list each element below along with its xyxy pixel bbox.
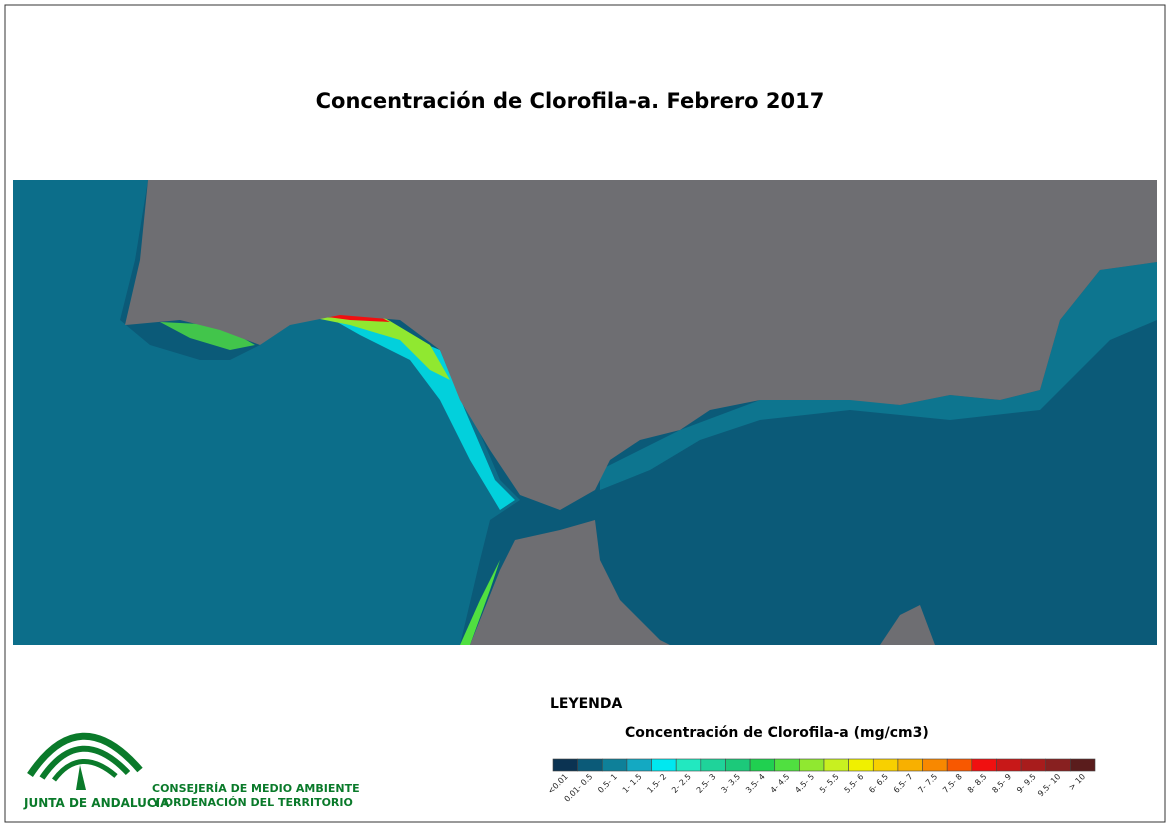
coastal-high — [460, 560, 500, 645]
coastal-high — [160, 322, 255, 350]
legend-swatch — [1020, 758, 1047, 772]
legend-swatch — [823, 758, 849, 772]
logo-arc — [51, 759, 118, 782]
legend-swatch — [1070, 758, 1096, 772]
legend-swatch — [749, 758, 776, 772]
land-africa — [470, 520, 670, 645]
legend-swatch — [971, 758, 997, 772]
logo-figure — [76, 765, 86, 790]
legend-swatch — [626, 758, 652, 772]
legend-swatch — [552, 758, 578, 772]
logo-line: CONSEJERÍA DE MEDIO AMBIENTE — [152, 782, 360, 795]
legend-swatch — [774, 758, 800, 772]
legend-heading: LEYENDA — [550, 696, 623, 712]
legend-swatch — [725, 758, 751, 772]
coastal-high — [315, 315, 450, 380]
med-shelf — [600, 262, 1157, 490]
legend-swatch — [577, 758, 603, 772]
legend-swatch — [848, 758, 874, 772]
legend-title: Concentración de Clorofila-a (mg/cm3) — [625, 725, 929, 741]
logo-arc — [27, 732, 143, 777]
logo-line: Y ORDENACIÓN DEL TERRITORIO — [151, 796, 353, 809]
logo: JUNTA DE ANDALUCIA CONSEJERÍA DE MEDIO A… — [23, 732, 360, 810]
legend-swatch — [1045, 758, 1071, 772]
legend-swatch — [799, 758, 825, 772]
logo-arc — [39, 745, 131, 780]
legend-swatch — [996, 758, 1022, 772]
map — [13, 180, 1157, 645]
legend-swatch — [946, 758, 973, 772]
legend-swatch — [601, 758, 628, 772]
logo-name: JUNTA DE ANDALUCIA — [23, 796, 170, 810]
atlantic-shelf — [13, 180, 520, 645]
legend-swatch — [675, 758, 702, 772]
legend-swatch — [897, 758, 923, 772]
map-title: Concentración de Clorofila-a. Febrero 20… — [316, 89, 825, 113]
land-iberia — [125, 180, 1157, 510]
land-africa — [880, 605, 935, 645]
legend-swatch — [872, 758, 899, 772]
legend-swatch — [651, 758, 677, 772]
legend-swatch — [922, 758, 948, 772]
legend-swatch — [700, 758, 726, 772]
